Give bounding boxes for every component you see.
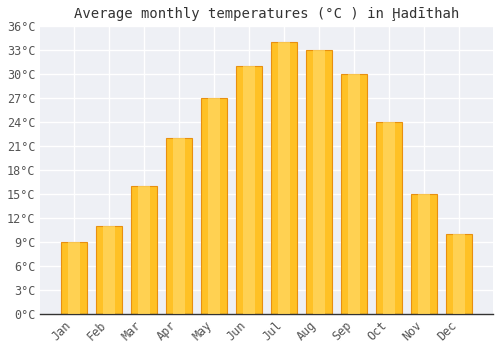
Bar xyxy=(411,194,438,314)
Bar xyxy=(166,138,192,314)
Bar xyxy=(454,234,466,314)
Bar xyxy=(208,98,220,314)
Bar xyxy=(278,42,290,314)
Bar xyxy=(341,74,367,314)
Bar xyxy=(376,122,402,314)
Bar xyxy=(138,186,150,314)
Bar xyxy=(201,98,228,314)
Bar xyxy=(68,242,80,314)
Bar xyxy=(61,242,87,314)
Bar xyxy=(103,226,115,314)
Bar xyxy=(236,66,262,314)
Bar xyxy=(306,50,332,314)
Bar xyxy=(348,74,360,314)
Bar xyxy=(131,186,157,314)
Title: Average monthly temperatures (°C ) in Ḩadīthah: Average monthly temperatures (°C ) in Ḩa… xyxy=(74,7,460,21)
Bar xyxy=(271,42,297,314)
Bar xyxy=(244,66,255,314)
Bar xyxy=(314,50,325,314)
Bar xyxy=(96,226,122,314)
Bar xyxy=(418,194,430,314)
Bar xyxy=(173,138,185,314)
Bar xyxy=(384,122,395,314)
Bar xyxy=(446,234,472,314)
